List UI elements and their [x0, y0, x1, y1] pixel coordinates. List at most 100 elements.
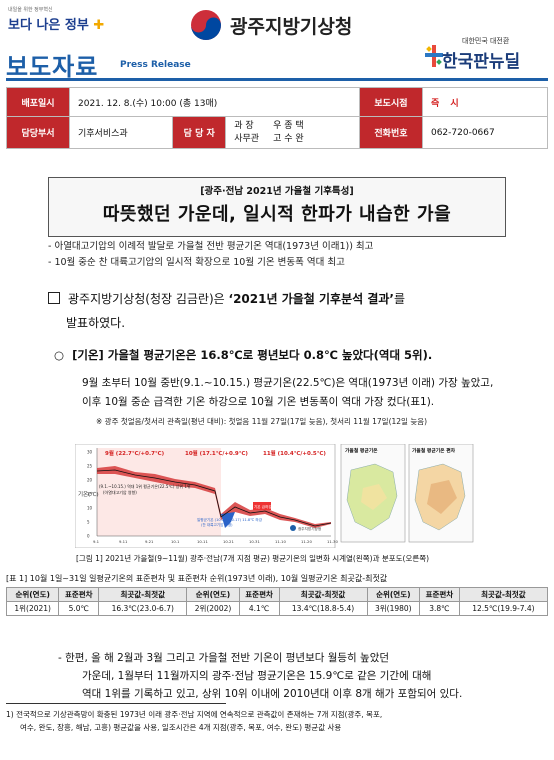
x-tick-label: 11.10 — [275, 539, 286, 544]
annotation-3: 기온 급하강 — [254, 504, 272, 509]
stddev-table: 순위(연도) 표준편차 최곳값-최젓값 순위(연도) 표준편차 최곳값-최젓값 순위(연도)… — [5, 587, 549, 616]
annotation-5: (찬 대륙고기압 영향) — [201, 522, 233, 527]
headline-subtitle: [광주·전남 2021년 가을철 기후특성] — [200, 186, 354, 197]
table-cell: 12.5℃(19.9-7.4) — [458, 601, 549, 616]
x-tick-label: 11.20 — [301, 539, 312, 544]
closing-paragraph: - 한편, 올 해 2월과 3월 그리고 가을철 전반 기온이 평년보다 월등히… — [58, 649, 542, 703]
temp-line-2: 이후 10월 중순 급격한 기온 하강으로 10월 기온 변동폭이 역대 가장 … — [82, 396, 435, 408]
date-label: 배포일시 — [6, 87, 70, 117]
table-row: 배포일시 2021. 12. 8.(수) 10:00 (총 13매) 보도시점 … — [6, 87, 549, 117]
map-title-mean: 가을철 평균기온 — [345, 447, 378, 454]
table-cell: 1위(2021) — [5, 601, 60, 616]
lead-quote: ‘2021년 가을철 기후분석 결과’ — [228, 292, 394, 306]
y-tick-label: 15 — [87, 492, 93, 497]
figure-1: 기온(℃) 30 25 20 15 10 5 0 9.1 9.11 9.21 10.1 10.11 1… — [74, 443, 474, 549]
table-header-cell: 최곳값-최젓값 — [458, 587, 549, 602]
table-cell: 3.8℃ — [419, 601, 460, 616]
month-label-nov: 11월 (10.4℃/+0.5℃) — [263, 449, 326, 457]
footnote-line-1: 전국적으로 기상관측망이 확충된 1973년 이래 광주·전남 지역에 연속적으… — [16, 710, 383, 719]
table-cell: 4.1℃ — [238, 601, 280, 616]
role-2: 사무관 — [234, 133, 260, 144]
plus-icon: ✚ — [88, 18, 105, 33]
table-cell: 5.0℃ — [58, 601, 100, 616]
table-header-cell: 표준편차 — [238, 587, 280, 602]
annotation-1: (9.1.~10.15.) 역대 1위 평균기온(22.5℃) 상위 1위 — [99, 483, 191, 489]
agency-logo: 광주지방기상청 — [190, 8, 352, 42]
negative-anomaly-area — [221, 512, 235, 528]
footnote-line-2: 여수, 완도, 장흥, 해남, 고흥) 평균값을 사용, 일조시간은 4개 지점… — [20, 723, 342, 732]
new-deal-logo-icon — [424, 44, 444, 68]
name-2: 고 수 완 — [273, 133, 304, 144]
table-cell: 16.3℃(23.0-6.7) — [98, 601, 188, 616]
slogan-logo: 보다 나은 정부 ✚ — [8, 14, 104, 33]
slogan-text: 보다 나은 정부 — [8, 18, 89, 33]
date-value: 2021. 12. 8.(수) 10:00 (총 13매) — [69, 87, 360, 117]
circle-bullet-icon: ○ — [54, 348, 65, 362]
embargo-value: 즉 시 — [421, 87, 549, 117]
x-tick-label: 9.11 — [119, 539, 128, 544]
closing-line-1: - 한편, 올 해 2월과 3월 그리고 가을철 전반 기온이 평년보다 월등히… — [58, 652, 390, 664]
temperature-figure: 기온(℃) 30 25 20 15 10 5 0 9.1 9.11 9.21 10.1 10.11 1… — [74, 443, 474, 549]
temp-paragraph: 9월 초부터 10월 중반(9.1.~10.15.) 평균기온(22.5℃)은 … — [82, 374, 542, 412]
brand-tagline: 대한민국 대전환 — [462, 37, 510, 45]
x-tick-label: 10.11 — [197, 539, 208, 544]
figure-legend: 광주지방기상청 — [298, 526, 321, 531]
lead-paragraph: 광주지방기상청(청장 김금란)은 ‘2021년 가을철 기후분석 결과’를 — [48, 289, 518, 309]
footnote-marker: 1) — [6, 710, 14, 719]
doc-title-en: Press Release — [120, 60, 191, 70]
y-tick-label: 25 — [87, 464, 93, 469]
header-rule — [6, 78, 548, 81]
agency-name: 광주지방기상청 — [230, 15, 353, 38]
table-cell: 2위(2002) — [186, 601, 240, 616]
slogan-small: 내일을 위한 정부혁신 — [8, 7, 53, 13]
x-tick-label: 10.31 — [249, 539, 260, 544]
dept-value: 기후서비스과 — [68, 116, 174, 149]
headline-bullet-2: - 10월 중순 찬 대륙고기압의 일시적 확장으로 10월 기온 변동폭 역대… — [48, 257, 345, 268]
footnote: 1) 전국적으로 기상관측망이 확충된 1973년 이래 광주·전남 지역에 연… — [6, 708, 546, 734]
table-caption: [표 1] 10월 1일~31일 일평균기온의 표준편차 및 표준편차 순위(1… — [6, 574, 388, 583]
daily-mean-line — [96, 469, 332, 527]
person-label: 담 당 자 — [172, 116, 227, 149]
month-label-oct: 10월 (17.1℃/+0.9℃) — [185, 449, 248, 457]
table-header-cell: 순위(연도) — [186, 587, 240, 602]
table-header-cell: 최곳값-최젓값 — [278, 587, 368, 602]
table-cell: 3위(1980) — [366, 601, 421, 616]
region-map-anomaly-core — [427, 480, 457, 514]
embargo-text: 즉 시 — [430, 98, 463, 109]
lead-text-2: 를 — [393, 292, 406, 306]
doc-title: 보도자료 — [6, 53, 99, 81]
x-tick-label: 11.30 — [327, 539, 338, 544]
highlight-period — [97, 448, 221, 536]
closing-line-2: 가운데, 1월부터 11월까지의 광주·전남 평균기온은 15.9℃로 같은 기… — [82, 670, 432, 682]
headline-bullet-1: - 아열대고기압의 이례적 발달로 가을철 전반 평균기온 역대(1973년 이… — [48, 241, 374, 252]
name-1: 우 종 택 — [273, 120, 304, 131]
figure-caption: [그림 1] 2021년 가을철(9~11월) 광주·전남(7개 지점 평균) … — [76, 554, 430, 563]
headline-title: 따뜻했던 가운데, 일시적 한파가 내습한 가을 — [102, 204, 452, 225]
annotation-2: (아열대고기압 영향) — [103, 489, 137, 495]
table-header-cell: 순위(연도) — [5, 587, 60, 602]
y-tick-label: 5 — [87, 520, 90, 525]
phone-value: 062-720-0667 — [421, 116, 549, 149]
y-tick-label: 20 — [87, 478, 93, 483]
annotation-4: 일평균기온 (10.15→10.17) 11.8℃ 하강 — [197, 517, 263, 522]
x-tick-label: 10.1 — [171, 539, 180, 544]
taegeuk-emblem-icon — [190, 9, 222, 41]
positive-anomaly-area — [97, 466, 331, 528]
table-header-cell: 최곳값-최젓값 — [98, 587, 188, 602]
temp-line-1: 9월 초부터 10월 중반(9.1.~10.15.) 평균기온(22.5℃)은 … — [82, 377, 494, 389]
lead-text-1: 광주지방기상청(청장 김금란)은 — [68, 292, 229, 306]
annotation-3-box — [253, 502, 271, 510]
map-title-anomaly: 가을철 평균기온 편차 — [412, 447, 456, 454]
table-header-row: 순위(연도) 표준편차 최곳값-최젓값 순위(연도) 표준편차 최곳값-최젓값 순위(연도)… — [5, 587, 549, 602]
role-1: 과 장 — [234, 120, 254, 131]
table-header-cell: 표준편차 — [58, 587, 100, 602]
headline-box: [광주·전남 2021년 가을철 기후특성] 따뜻했던 가운데, 일시적 한파가… — [48, 177, 506, 237]
x-tick-label: 10.21 — [223, 539, 234, 544]
region-map-mean-core — [361, 484, 387, 510]
footnote-rule — [6, 703, 226, 704]
x-ticks: 9.1 9.11 9.21 10.1 10.11 10.21 10.31 11.10 11.20… — [93, 539, 338, 544]
x-tick-label: 9.1 — [93, 539, 100, 544]
table-header-cell: 표준편차 — [419, 587, 460, 602]
